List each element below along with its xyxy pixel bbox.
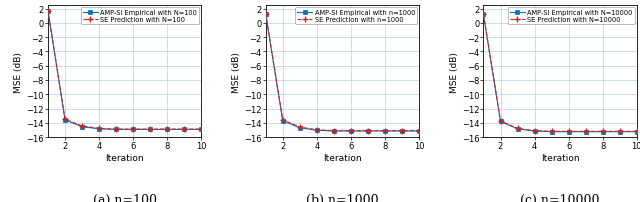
- Y-axis label: MSE (dB): MSE (dB): [450, 51, 459, 92]
- SE Prediction with N=10000: [479, 14, 487, 17]
- SE Prediction with n=1000: [415, 130, 423, 132]
- SE Prediction with N=100: [61, 118, 69, 121]
- AMP-SI Empirical with n=1000: [279, 120, 287, 122]
- SE Prediction with N=100: [147, 128, 154, 131]
- AMP-SI Empirical with n=1000: [415, 130, 423, 133]
- AMP-SI Empirical with n=1000: [313, 129, 321, 132]
- SE Prediction with n=1000: [347, 130, 355, 132]
- SE Prediction with N=10000: [531, 130, 538, 132]
- Legend: AMP-SI Empirical with n=1000, SE Prediction with n=1000: AMP-SI Empirical with n=1000, SE Predict…: [295, 8, 417, 25]
- Text: (a) n=100: (a) n=100: [93, 193, 157, 202]
- Line: AMP-SI Empirical with n=1000: AMP-SI Empirical with n=1000: [264, 13, 421, 133]
- X-axis label: Iteration: Iteration: [541, 153, 579, 162]
- SE Prediction with N=10000: [616, 130, 623, 133]
- SE Prediction with N=100: [180, 128, 188, 131]
- SE Prediction with N=10000: [548, 130, 556, 133]
- AMP-SI Empirical with n=1000: [398, 130, 406, 133]
- Y-axis label: MSE (dB): MSE (dB): [232, 51, 241, 92]
- Line: AMP-SI Empirical with N=100: AMP-SI Empirical with N=100: [46, 10, 204, 132]
- Text: (c) n=10000: (c) n=10000: [520, 193, 600, 202]
- Y-axis label: MSE (dB): MSE (dB): [15, 51, 24, 92]
- AMP-SI Empirical with n=1000: [262, 14, 269, 17]
- SE Prediction with N=100: [163, 128, 171, 131]
- AMP-SI Empirical with n=1000: [381, 130, 389, 133]
- AMP-SI Empirical with N=10000: [582, 131, 589, 133]
- Line: AMP-SI Empirical with N=10000: AMP-SI Empirical with N=10000: [481, 13, 639, 134]
- SE Prediction with N=10000: [599, 130, 607, 133]
- AMP-SI Empirical with n=1000: [330, 130, 338, 133]
- AMP-SI Empirical with N=100: [198, 128, 205, 131]
- SE Prediction with n=1000: [381, 130, 389, 132]
- Legend: AMP-SI Empirical with N=10000, SE Prediction with N=10000: AMP-SI Empirical with N=10000, SE Predic…: [508, 8, 635, 25]
- AMP-SI Empirical with N=10000: [497, 121, 504, 123]
- Text: (b) n=1000: (b) n=1000: [306, 193, 379, 202]
- AMP-SI Empirical with N=10000: [479, 14, 487, 17]
- AMP-SI Empirical with N=100: [163, 128, 171, 131]
- SE Prediction with n=1000: [364, 130, 372, 132]
- SE Prediction with N=10000: [565, 130, 573, 133]
- Line: SE Prediction with n=1000: SE Prediction with n=1000: [263, 13, 422, 134]
- AMP-SI Empirical with N=100: [129, 128, 137, 131]
- SE Prediction with n=1000: [313, 129, 321, 131]
- SE Prediction with n=1000: [296, 126, 303, 129]
- SE Prediction with N=100: [198, 128, 205, 131]
- Legend: AMP-SI Empirical with N=100, SE Prediction with N=100: AMP-SI Empirical with N=100, SE Predicti…: [81, 8, 199, 25]
- AMP-SI Empirical with N=100: [95, 128, 103, 130]
- SE Prediction with N=100: [44, 11, 52, 13]
- SE Prediction with N=100: [95, 127, 103, 130]
- AMP-SI Empirical with N=10000: [514, 128, 522, 130]
- AMP-SI Empirical with N=10000: [531, 130, 538, 133]
- AMP-SI Empirical with n=1000: [296, 127, 303, 129]
- AMP-SI Empirical with N=10000: [599, 131, 607, 133]
- AMP-SI Empirical with N=100: [61, 119, 69, 122]
- Line: SE Prediction with N=10000: SE Prediction with N=10000: [481, 13, 639, 135]
- X-axis label: Iteration: Iteration: [106, 153, 144, 162]
- SE Prediction with n=1000: [330, 130, 338, 132]
- SE Prediction with n=1000: [398, 130, 406, 132]
- SE Prediction with N=100: [78, 125, 86, 128]
- AMP-SI Empirical with N=10000: [633, 131, 640, 133]
- SE Prediction with N=100: [112, 128, 120, 131]
- SE Prediction with N=10000: [497, 120, 504, 123]
- AMP-SI Empirical with n=1000: [347, 130, 355, 133]
- AMP-SI Empirical with N=100: [112, 128, 120, 131]
- SE Prediction with n=1000: [279, 119, 287, 122]
- AMP-SI Empirical with N=100: [180, 128, 188, 131]
- SE Prediction with N=10000: [582, 130, 589, 133]
- AMP-SI Empirical with N=100: [147, 128, 154, 131]
- AMP-SI Empirical with N=10000: [548, 131, 556, 133]
- SE Prediction with N=10000: [633, 130, 640, 133]
- X-axis label: Iteration: Iteration: [323, 153, 362, 162]
- AMP-SI Empirical with N=100: [44, 11, 52, 13]
- SE Prediction with N=100: [129, 128, 137, 131]
- SE Prediction with n=1000: [262, 14, 269, 17]
- AMP-SI Empirical with N=100: [78, 126, 86, 128]
- AMP-SI Empirical with N=10000: [565, 131, 573, 133]
- AMP-SI Empirical with N=10000: [616, 131, 623, 133]
- Line: SE Prediction with N=100: SE Prediction with N=100: [45, 9, 204, 132]
- AMP-SI Empirical with n=1000: [364, 130, 372, 133]
- SE Prediction with N=10000: [514, 128, 522, 130]
